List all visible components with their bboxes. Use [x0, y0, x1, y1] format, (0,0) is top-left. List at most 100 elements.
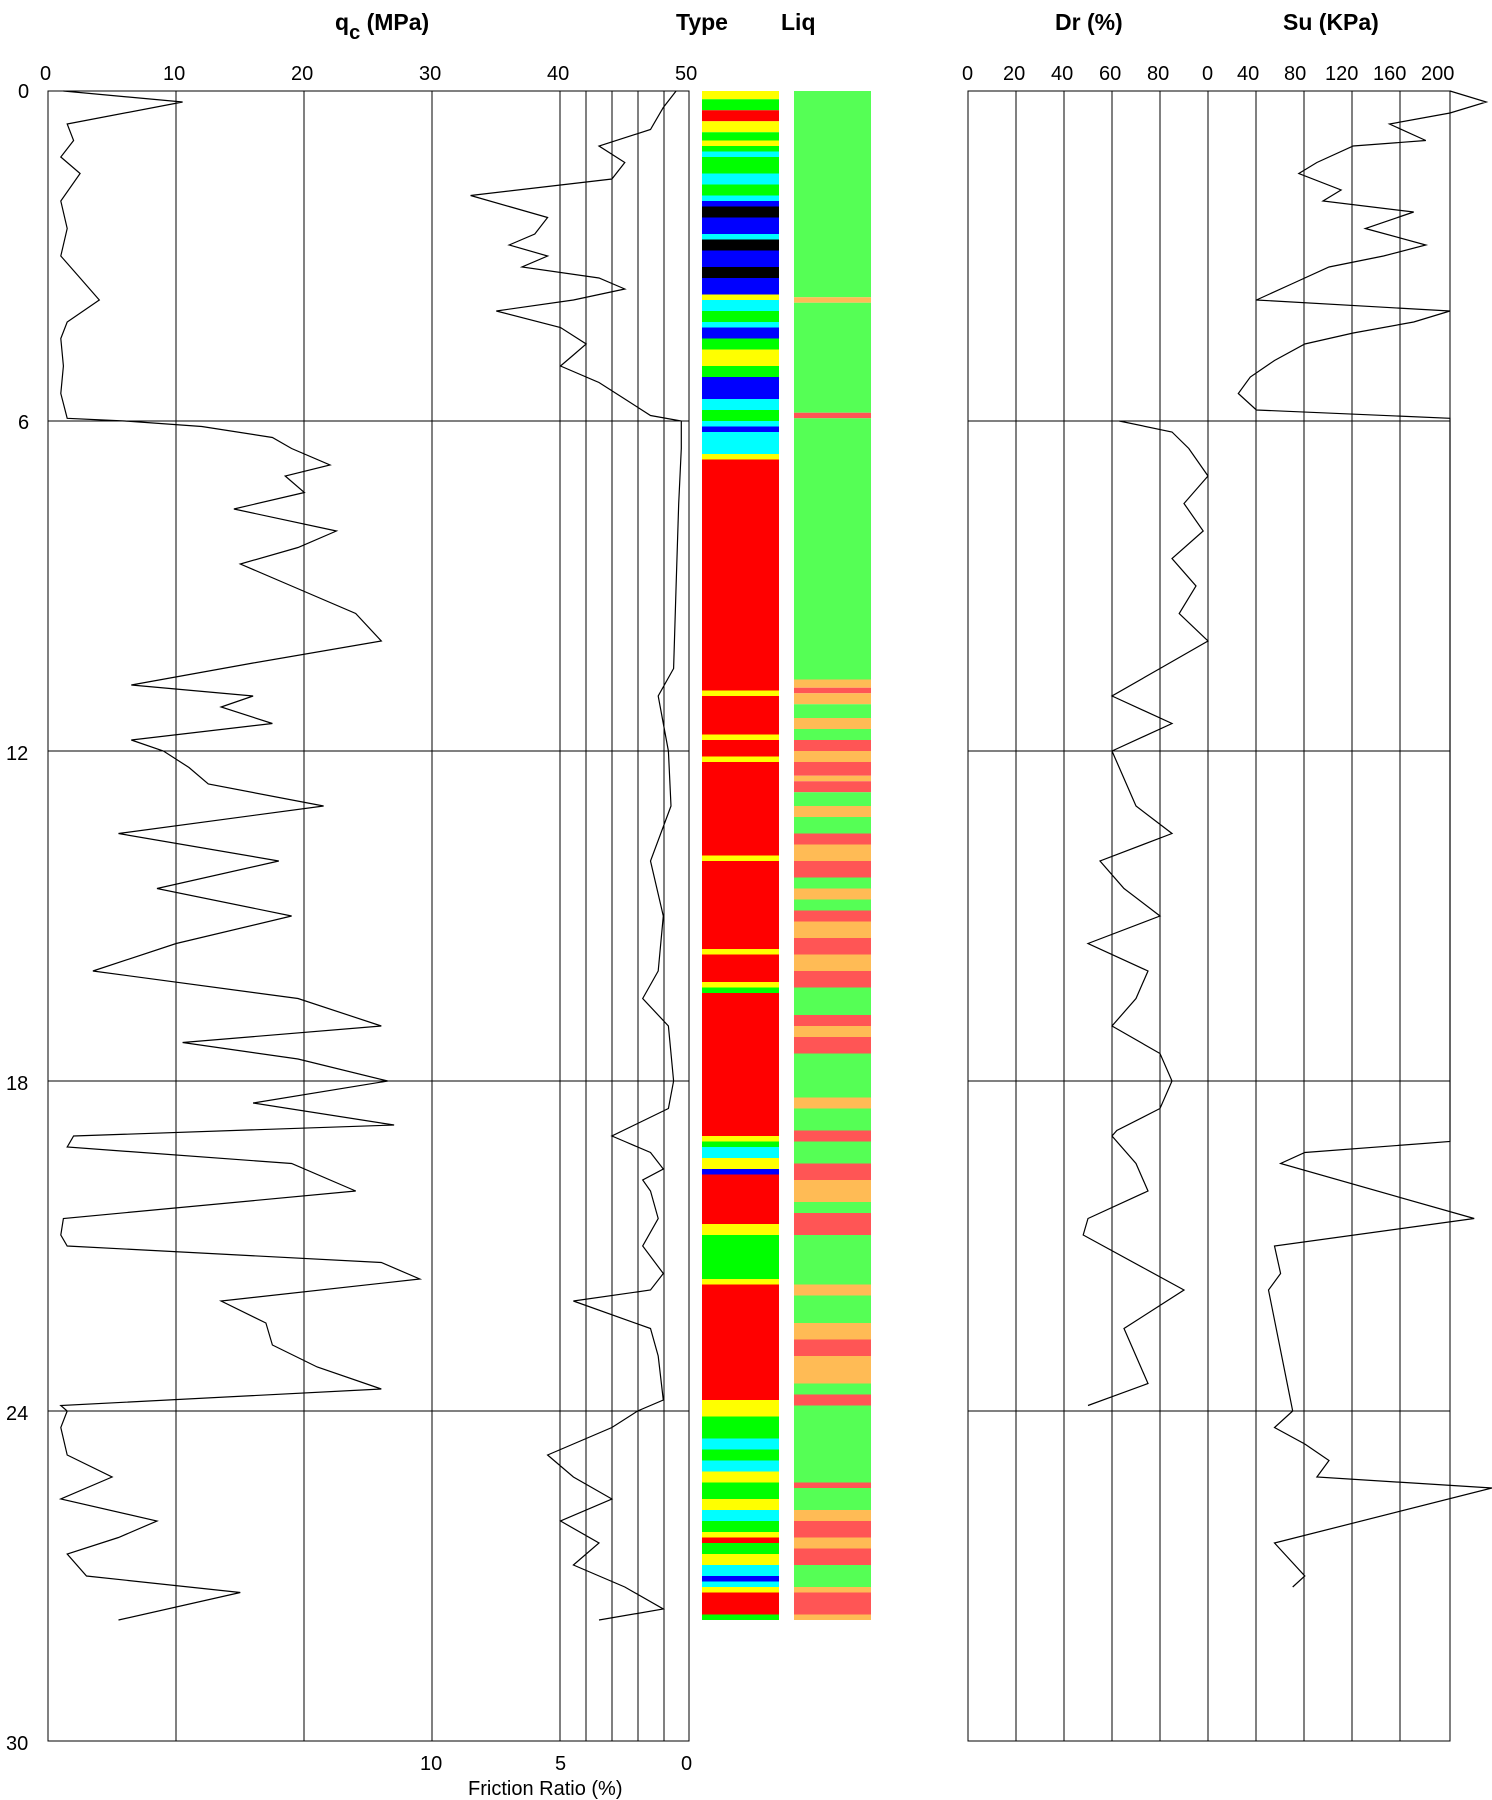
type-segment: [702, 1438, 779, 1450]
liq-segment: [794, 954, 871, 971]
depth-tick: 24: [6, 1403, 28, 1425]
liq-segment: [794, 1097, 871, 1109]
liq-segment: [794, 987, 871, 1015]
liq-segment: [794, 1141, 871, 1164]
liq-segment: [794, 1394, 871, 1406]
type-segment: [702, 1279, 779, 1285]
qc-tick: 20: [291, 63, 313, 85]
type-segment: [702, 1136, 779, 1142]
type-segment: [702, 1224, 779, 1235]
su-tick: 200: [1421, 63, 1454, 85]
liq-segment: [794, 844, 871, 861]
type-column: [702, 91, 779, 1620]
type-segment: [702, 982, 779, 988]
type-segment: [702, 201, 779, 207]
liq-segment: [794, 679, 871, 688]
liq-segment: [794, 1510, 871, 1521]
liq-segment: [794, 412, 871, 419]
type-segment: [702, 1482, 779, 1499]
type-segment: [702, 1543, 779, 1554]
fr-tick: 5: [555, 1753, 566, 1775]
liq-segment: [794, 704, 871, 718]
liq-segment: [794, 1235, 871, 1285]
friction-ratio-title: Friction Ratio (%): [468, 1778, 622, 1800]
type-segment: [702, 322, 779, 328]
type-segment: [702, 311, 779, 322]
series-layer: [58, 90, 1492, 1621]
dr-tick: 60: [1099, 63, 1121, 85]
dr-su-panel-frame: [967, 90, 1451, 1742]
type-segment: [702, 756, 779, 762]
su-series-line: [1237, 90, 1492, 1588]
type-segment: [702, 690, 779, 696]
qc-panel-frame: [47, 90, 690, 1742]
liq-segment: [794, 740, 871, 751]
type-segment: [702, 696, 779, 735]
su-title: Su (KPa): [1283, 9, 1379, 35]
type-segment: [702, 1416, 779, 1439]
liq-segment: [794, 91, 871, 298]
type-segment: [702, 195, 779, 201]
liq-segment: [794, 718, 871, 729]
type-segment: [702, 146, 779, 152]
type-segment: [702, 1169, 779, 1175]
dr-tick: 40: [1051, 63, 1073, 85]
su-tick: 0: [1202, 63, 1213, 85]
liq-segment: [794, 762, 871, 776]
type-segment: [702, 349, 779, 366]
type-segment: [702, 987, 779, 993]
type-segment: [702, 1581, 779, 1587]
liq-segment: [794, 1026, 871, 1037]
liq-segment: [794, 693, 871, 705]
liq-segment: [794, 1180, 871, 1202]
type-segment: [702, 734, 779, 740]
liq-title: Liq: [781, 9, 816, 35]
type-segment: [702, 338, 779, 350]
type-segment: [702, 140, 779, 146]
liq-segment: [794, 938, 871, 955]
type-segment: [702, 1449, 779, 1461]
type-segment: [702, 855, 779, 861]
liq-segment: [794, 297, 871, 303]
liq-segment: [794, 1405, 871, 1483]
liq-segment: [794, 1521, 871, 1538]
type-segment: [702, 377, 779, 399]
type-segment: [702, 410, 779, 421]
type-segment: [702, 421, 779, 427]
type-segment: [702, 1460, 779, 1472]
type-segment: [702, 121, 779, 133]
liq-segment: [794, 418, 871, 680]
type-segment: [702, 454, 779, 460]
type-segment: [702, 294, 779, 300]
type-segment: [702, 1471, 779, 1483]
qc-tick: 30: [419, 63, 441, 85]
type-segment: [702, 954, 779, 982]
type-segment: [702, 250, 779, 267]
liq-segment: [794, 1488, 871, 1510]
liq-segment: [794, 1037, 871, 1054]
type-segment: [702, 300, 779, 311]
type-segment: [702, 861, 779, 949]
liq-column: [794, 91, 871, 1620]
type-segment: [702, 278, 779, 295]
type-segment: [702, 327, 779, 339]
type-segment: [702, 267, 779, 278]
type-segment: [702, 762, 779, 856]
liq-segment: [794, 1163, 871, 1180]
liq-segment: [794, 1323, 871, 1340]
type-segment: [702, 1174, 779, 1224]
liq-segment: [794, 1614, 871, 1620]
liq-segment: [794, 817, 871, 834]
qc-tick: 50: [675, 63, 697, 85]
type-title: Type: [676, 9, 728, 35]
su-tick: 40: [1237, 63, 1259, 85]
type-segment: [702, 184, 779, 196]
fr-tick: 0: [681, 1753, 692, 1775]
liq-segment: [794, 806, 871, 817]
su-tick: 80: [1284, 63, 1306, 85]
liq-segment: [794, 833, 871, 845]
liq-segment: [794, 1537, 871, 1549]
type-segment: [702, 993, 779, 1136]
su-tick: 160: [1373, 63, 1406, 85]
